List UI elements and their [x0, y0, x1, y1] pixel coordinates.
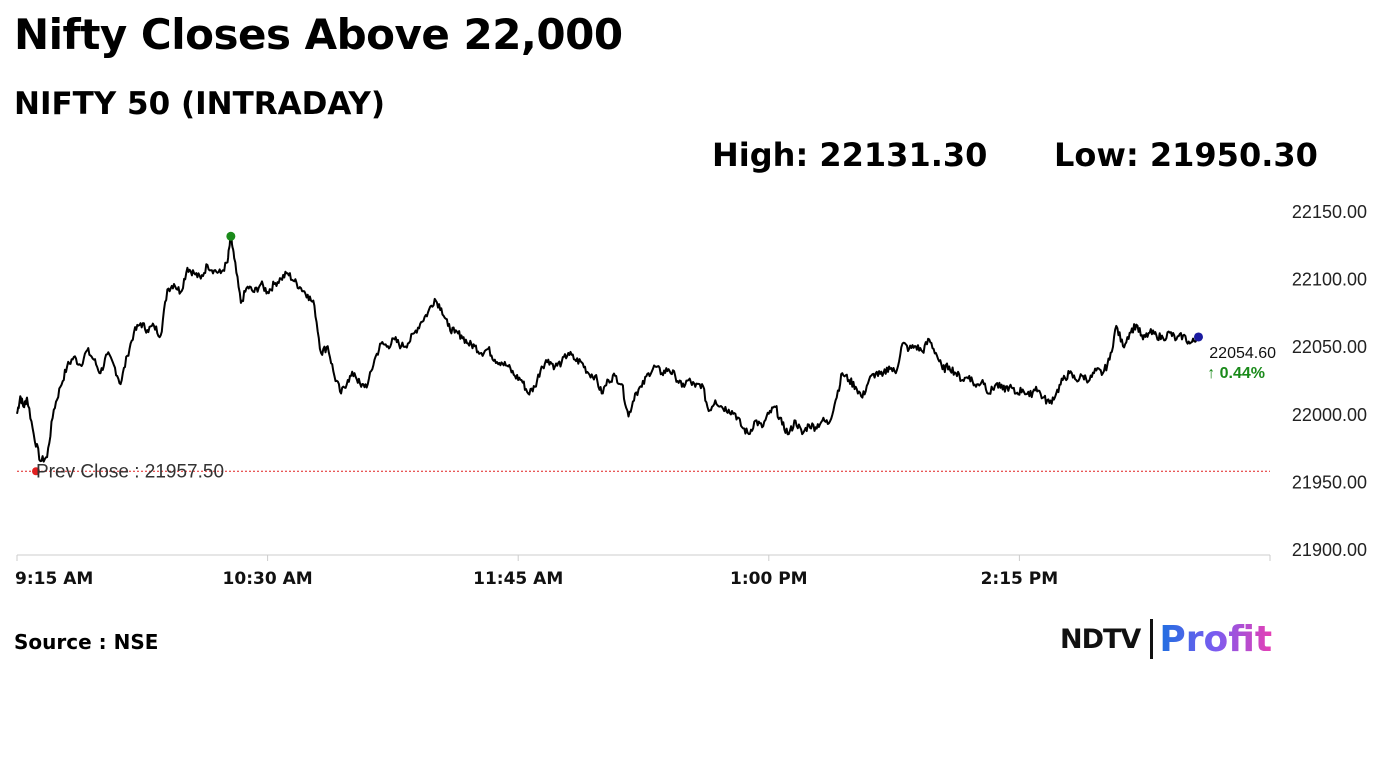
y-tick-label: 22000.00: [1292, 405, 1367, 425]
y-tick-label: 22100.00: [1292, 270, 1367, 290]
prev-close-label: Prev Close : 21957.50: [36, 461, 224, 482]
x-tick-label: 9:15 AM: [15, 569, 93, 589]
day-low-label: Low: 21950.30: [1054, 136, 1318, 174]
chart-subtitle: NIFTY 50 (INTRADAY): [14, 86, 386, 122]
x-tick-label: 11:45 AM: [473, 569, 563, 589]
x-tick-label: 2:15 PM: [981, 569, 1059, 589]
day-high-marker: [226, 231, 236, 241]
chart-title: Nifty Closes Above 22,000: [14, 10, 623, 59]
day-high-label: High: 22131.30: [712, 136, 988, 174]
logo-profit-text: Profit: [1159, 618, 1273, 660]
y-tick-label: 21900.00: [1292, 540, 1367, 560]
logo-divider: [1150, 619, 1154, 659]
prev-close-marker: [32, 467, 40, 476]
last-price-marker: [1193, 332, 1203, 342]
ndtv-profit-logo: NDTV Profit: [1060, 616, 1272, 662]
last-price-label: 22054.60: [1209, 345, 1276, 362]
y-tick-label: 22150.00: [1292, 202, 1367, 222]
source-note: Source : NSE: [14, 630, 159, 654]
y-tick-label: 22050.00: [1292, 337, 1367, 357]
x-tick-label: 1:00 PM: [730, 569, 808, 589]
x-tick-label: 10:30 AM: [223, 569, 313, 589]
logo-ndtv-text: NDTV: [1060, 623, 1141, 655]
y-tick-label: 21950.00: [1292, 472, 1367, 492]
nifty-series-line: [16, 235, 1198, 463]
change-percent-label: ↑ 0.44%: [1207, 365, 1265, 382]
